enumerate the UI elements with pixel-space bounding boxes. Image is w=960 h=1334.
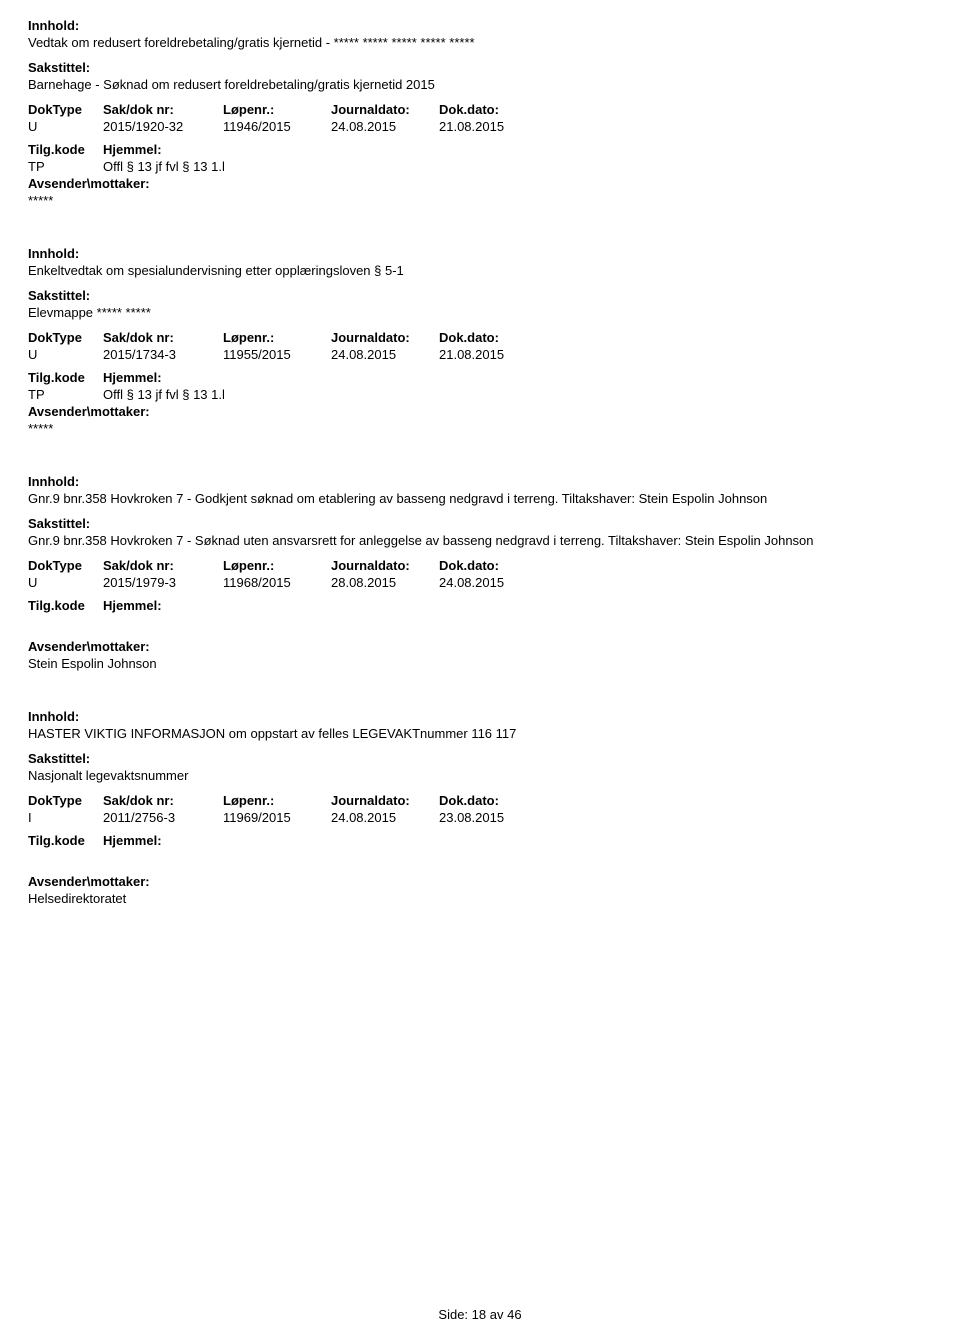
journal-entry: Innhold: Gnr.9 bnr.358 Hovkroken 7 - God… [28,474,932,671]
journal-entry: Innhold: Enkeltvedtak om spesialundervis… [28,246,932,436]
doktype-value: U [28,347,103,362]
header-journaldato: Journaldato: [331,330,439,345]
lopenr-value: 11955/2015 [223,347,331,362]
header-lopenr: Løpenr.: [223,102,331,117]
dokdato-value: 24.08.2015 [439,575,547,590]
header-dokdato: Dok.dato: [439,558,547,573]
doktype-value: U [28,119,103,134]
sakstittel-label: Sakstittel: [28,516,932,531]
innhold-label: Innhold: [28,474,932,489]
header-sak: Sak/dok nr: [103,102,223,117]
innhold-label: Innhold: [28,709,932,724]
header-hjemmel: Hjemmel: [103,370,932,385]
lopenr-value: 11946/2015 [223,119,331,134]
hjemmel-value: Offl § 13 jf fvl § 13 1.l [103,159,932,174]
tilg-values: TP Offl § 13 jf fvl § 13 1.l [28,159,932,174]
tilgkode-value: TP [28,387,103,402]
tilg-header: Tilg.kode Hjemmel: [28,370,932,385]
header-hjemmel: Hjemmel: [103,142,932,157]
journaldato-value: 24.08.2015 [331,347,439,362]
page-footer: Side: 18 av 46 [0,1307,960,1322]
dokdato-value: 21.08.2015 [439,347,547,362]
columns-values: U 2015/1920-32 11946/2015 24.08.2015 21.… [28,119,932,134]
journal-entry: Innhold: Vedtak om redusert foreldrebeta… [28,18,932,208]
sakstittel-value: Elevmappe ***** ***** [28,305,932,320]
sakstittel-value: Gnr.9 bnr.358 Hovkroken 7 - Søknad uten … [28,533,932,548]
side-label: Side: [438,1307,468,1322]
header-lopenr: Løpenr.: [223,330,331,345]
sakstittel-label: Sakstittel: [28,60,932,75]
avsender-label: Avsender\mottaker: [28,404,932,419]
header-dokdato: Dok.dato: [439,330,547,345]
header-tilgkode: Tilg.kode [28,142,103,157]
header-sak: Sak/dok nr: [103,558,223,573]
sak-value: 2015/1979-3 [103,575,223,590]
lopenr-value: 11969/2015 [223,810,331,825]
sak-value: 2015/1920-32 [103,119,223,134]
dokdato-value: 23.08.2015 [439,810,547,825]
header-tilgkode: Tilg.kode [28,598,103,613]
tilg-values: TP Offl § 13 jf fvl § 13 1.l [28,387,932,402]
page-number: 18 [472,1307,486,1322]
header-lopenr: Løpenr.: [223,558,331,573]
sakstittel-label: Sakstittel: [28,751,932,766]
journaldato-value: 28.08.2015 [331,575,439,590]
innhold-value: Gnr.9 bnr.358 Hovkroken 7 - Godkjent søk… [28,491,932,506]
header-journaldato: Journaldato: [331,102,439,117]
columns-header: DokType Sak/dok nr: Løpenr.: Journaldato… [28,558,932,573]
tilg-header: Tilg.kode Hjemmel: [28,833,932,848]
header-tilgkode: Tilg.kode [28,833,103,848]
tilg-header: Tilg.kode Hjemmel: [28,142,932,157]
columns-values: I 2011/2756-3 11969/2015 24.08.2015 23.0… [28,810,932,825]
header-doktype: DokType [28,330,103,345]
sakstittel-value: Nasjonalt legevaktsnummer [28,768,932,783]
header-doktype: DokType [28,102,103,117]
innhold-label: Innhold: [28,246,932,261]
avsender-value: ***** [28,421,932,436]
header-sak: Sak/dok nr: [103,330,223,345]
columns-header: DokType Sak/dok nr: Løpenr.: Journaldato… [28,102,932,117]
header-sak: Sak/dok nr: [103,793,223,808]
journaldato-value: 24.08.2015 [331,119,439,134]
sak-value: 2011/2756-3 [103,810,223,825]
lopenr-value: 11968/2015 [223,575,331,590]
avsender-value: Helsedirektoratet [28,891,932,906]
columns-values: U 2015/1979-3 11968/2015 28.08.2015 24.0… [28,575,932,590]
header-dokdato: Dok.dato: [439,102,547,117]
header-doktype: DokType [28,558,103,573]
doktype-value: I [28,810,103,825]
hjemmel-value: Offl § 13 jf fvl § 13 1.l [103,387,932,402]
header-hjemmel: Hjemmel: [103,833,932,848]
avsender-value: Stein Espolin Johnson [28,656,932,671]
innhold-value: HASTER VIKTIG INFORMASJON om oppstart av… [28,726,932,741]
innhold-label: Innhold: [28,18,932,33]
columns-header: DokType Sak/dok nr: Løpenr.: Journaldato… [28,330,932,345]
sak-value: 2015/1734-3 [103,347,223,362]
avsender-value: ***** [28,193,932,208]
header-journaldato: Journaldato: [331,793,439,808]
sakstittel-label: Sakstittel: [28,288,932,303]
innhold-value: Enkeltvedtak om spesialundervisning ette… [28,263,932,278]
header-journaldato: Journaldato: [331,558,439,573]
tilg-header: Tilg.kode Hjemmel: [28,598,932,613]
header-lopenr: Løpenr.: [223,793,331,808]
page-total: 46 [507,1307,521,1322]
avsender-label: Avsender\mottaker: [28,639,932,654]
journal-entry: Innhold: HASTER VIKTIG INFORMASJON om op… [28,709,932,906]
sakstittel-value: Barnehage - Søknad om redusert foreldreb… [28,77,932,92]
header-dokdato: Dok.dato: [439,793,547,808]
columns-values: U 2015/1734-3 11955/2015 24.08.2015 21.0… [28,347,932,362]
columns-header: DokType Sak/dok nr: Løpenr.: Journaldato… [28,793,932,808]
tilgkode-value: TP [28,159,103,174]
header-doktype: DokType [28,793,103,808]
avsender-label: Avsender\mottaker: [28,874,932,889]
journaldato-value: 24.08.2015 [331,810,439,825]
innhold-value: Vedtak om redusert foreldrebetaling/grat… [28,35,932,50]
av-label: av [490,1307,504,1322]
dokdato-value: 21.08.2015 [439,119,547,134]
header-tilgkode: Tilg.kode [28,370,103,385]
header-hjemmel: Hjemmel: [103,598,932,613]
avsender-label: Avsender\mottaker: [28,176,932,191]
doktype-value: U [28,575,103,590]
